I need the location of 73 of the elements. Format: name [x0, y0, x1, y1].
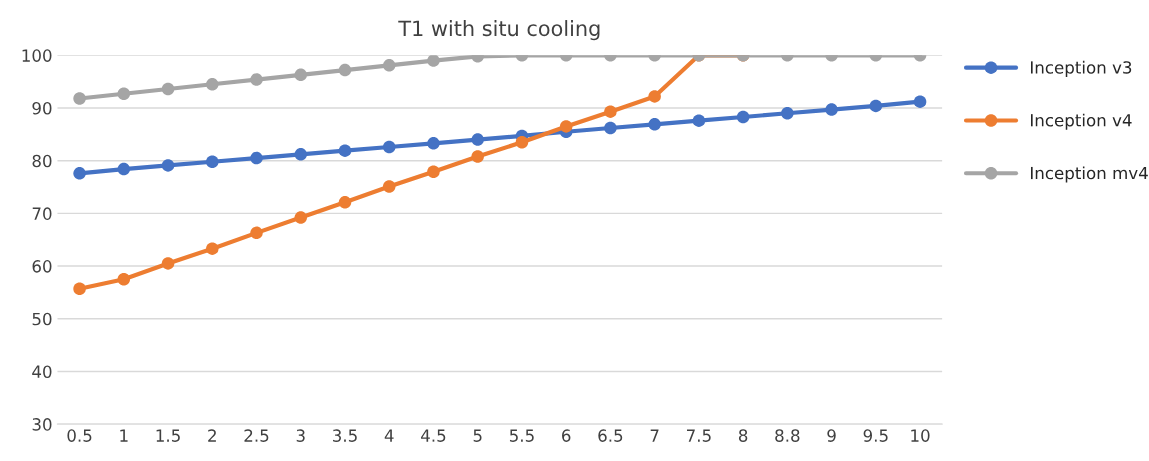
- point: [294, 148, 307, 161]
- y-tick-label: 30: [32, 418, 52, 431]
- point: [250, 226, 263, 240]
- x-tick-label: 2: [208, 429, 216, 442]
- point: [382, 59, 396, 72]
- point: [692, 114, 706, 127]
- x-tick-label: 3.5: [333, 429, 357, 442]
- point: [559, 120, 573, 133]
- point: [781, 107, 794, 120]
- point: [471, 133, 484, 146]
- point: [604, 121, 617, 135]
- x-tick-label: 7: [650, 429, 659, 442]
- x-tick-label: 1.5: [156, 429, 180, 442]
- x-tick-label: 5: [473, 429, 482, 442]
- y-tick-label: 70: [32, 207, 52, 220]
- x-tick-label: 0.5: [67, 429, 92, 442]
- point: [471, 150, 484, 163]
- x-tick-label: 9: [827, 429, 836, 442]
- x-tick-label: 9.5: [863, 429, 888, 442]
- point: [294, 211, 307, 224]
- point: [161, 82, 175, 96]
- point: [117, 87, 131, 101]
- x-tick-label: 5.5: [509, 429, 534, 442]
- y-tick-label: 40: [32, 365, 52, 378]
- point: [382, 140, 396, 154]
- x-tick-label: 2.5: [244, 429, 269, 442]
- point: [604, 105, 617, 118]
- x-tick-label: 7.5: [686, 429, 711, 442]
- point: [913, 95, 927, 108]
- point: [206, 155, 219, 168]
- point: [648, 118, 661, 131]
- y-tick-label: 80: [32, 154, 52, 168]
- point: [250, 151, 263, 165]
- point: [73, 167, 86, 180]
- legend-label: Inception v3: [1031, 60, 1132, 77]
- chart-title: T1 with situ cooling: [398, 20, 600, 41]
- x-tick-label: 8.8: [775, 429, 800, 442]
- point: [338, 144, 352, 157]
- point: [427, 165, 440, 179]
- point: [117, 272, 131, 286]
- y-tick-label: 90: [32, 101, 52, 115]
- point: [382, 180, 396, 193]
- point: [736, 110, 750, 124]
- point: [825, 103, 838, 116]
- point: [73, 282, 86, 295]
- point: [250, 73, 263, 86]
- legend-label: Inception v4: [1031, 113, 1132, 130]
- x-tick-label: 6: [562, 429, 571, 442]
- point: [206, 242, 219, 255]
- point: [161, 159, 175, 172]
- point: [427, 137, 440, 150]
- point: [161, 257, 175, 270]
- x-tick-label: 3: [296, 429, 305, 442]
- x-tick-label: 6.5: [598, 429, 623, 442]
- point: [117, 162, 131, 176]
- legend-label: Inception mv4: [1031, 166, 1148, 183]
- point: [73, 92, 86, 105]
- x-tick-label: 8: [738, 429, 748, 442]
- x-tick-label: 1: [120, 429, 128, 442]
- x-tick-label: 10: [911, 429, 930, 442]
- y-tick-label: 60: [32, 260, 52, 273]
- point: [427, 55, 440, 67]
- y-tick-label: 50: [32, 312, 52, 326]
- point: [206, 78, 219, 91]
- y-tick-label: 100: [22, 49, 52, 62]
- point: [338, 63, 352, 77]
- point: [338, 196, 352, 209]
- point: [515, 136, 529, 149]
- x-tick-label: 4: [384, 429, 394, 442]
- point: [648, 90, 661, 103]
- point: [294, 68, 307, 82]
- point: [869, 99, 883, 113]
- x-tick-label: 4.5: [421, 429, 446, 442]
